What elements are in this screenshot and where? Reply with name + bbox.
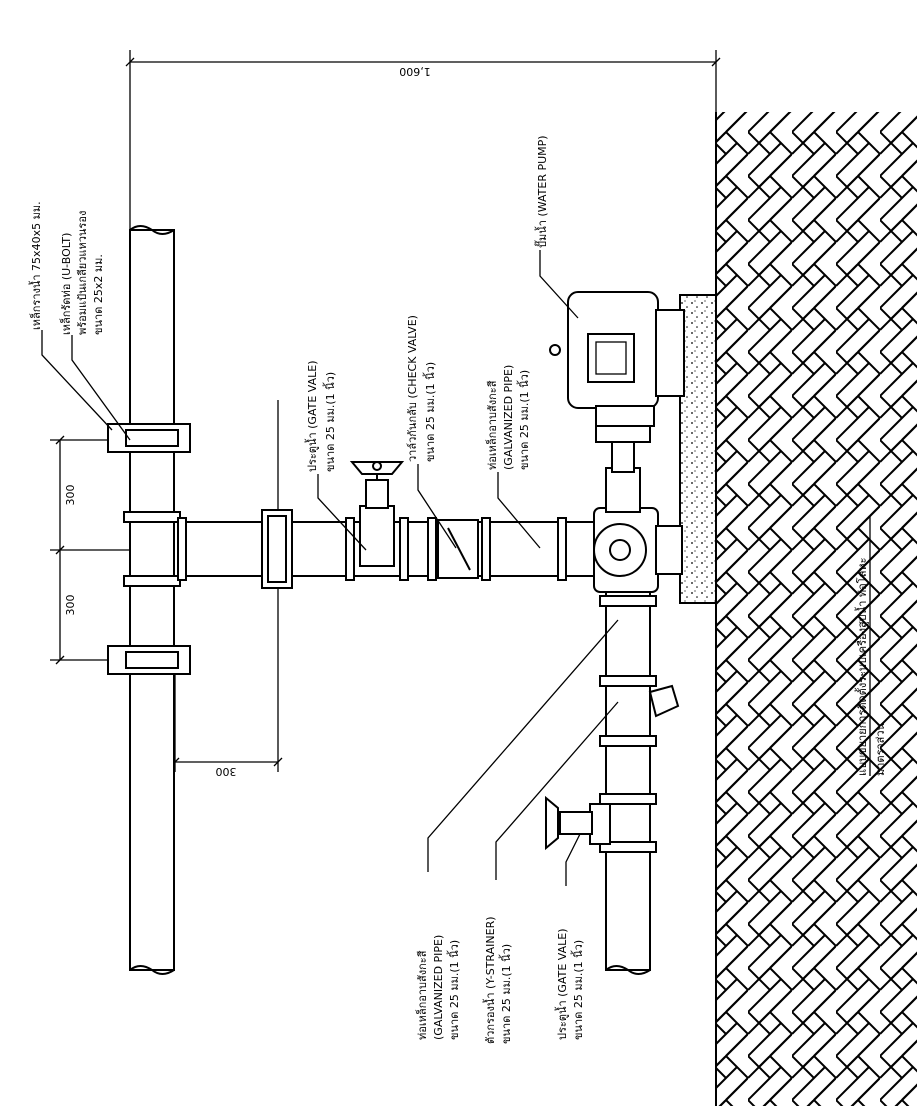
dim-upper-spacing: 300	[64, 485, 77, 506]
leader-galv-pipe-bottom	[427, 619, 619, 872]
label-galv-pipe-top: ท่อเหล็กอาบสังกะสี	[485, 380, 499, 470]
gate-valve-top-stem	[365, 479, 389, 509]
label-galv-pipe-bottom: ท่อเหล็กอาบสังกะสี	[415, 950, 429, 1040]
suction-ring-5	[599, 841, 657, 853]
label-gate-valve-bottom: ประตูน้ำ (GATE VALE)	[554, 928, 569, 1040]
drawing-title: แบบขยายการติดตั้งระบบเครื่องสูบน้ำ ท่อโล…	[854, 557, 869, 776]
motor-indicator	[549, 344, 561, 356]
leader-gate-valve-bottom	[565, 833, 581, 886]
label-gate-valve-top: ประตูน้ำ (GATE VALE)	[304, 360, 319, 472]
label-galv-pipe-top-en: (GALVANIZED PIPE)	[502, 365, 515, 470]
suction-pipe	[605, 591, 651, 971]
union-ring-3	[399, 517, 409, 581]
label-check-valve-size: ขนาด 25 มม.(1 นิ้ว)	[422, 362, 437, 462]
union-ring-4	[427, 517, 437, 581]
gate-valve-bottom-handwheel	[545, 795, 559, 851]
main-pipe	[129, 229, 175, 971]
union-ring-6	[557, 517, 567, 581]
label-steel-support: เหล็กรางน้ำ 75x40x5 มม.	[28, 201, 43, 330]
label-u-bolt-size: ขนาด 25x2 มม.	[92, 254, 105, 335]
dim-offset: 300	[216, 765, 237, 778]
union-ring-2	[345, 517, 355, 581]
label-gate-valve-top-size: ขนาด 25 มม.(1 นิ้ว)	[322, 372, 337, 472]
gate-valve-top-body	[359, 505, 395, 567]
suction-ring-3	[599, 735, 657, 747]
drawing-scale: มาตราส่วน	[874, 722, 887, 776]
dim-overall: 1,600	[399, 65, 431, 78]
leader-check-valve	[417, 464, 457, 549]
ground-hatch	[716, 112, 917, 1106]
label-strainer: ตัวกรองน้ำ (Y-STRAINER)	[482, 916, 497, 1044]
label-galv-pipe-top-size: ขนาด 25 มม.(1 นิ้ว)	[516, 370, 531, 470]
label-galv-pipe-bottom-size: ขนาด 25 มม.(1 นิ้ว)	[446, 940, 461, 1040]
tee-ring-upper	[123, 511, 181, 523]
label-u-bolt-note: พร้อมแป้นเกลียวแหวนรอง	[76, 211, 89, 335]
union-ring-5	[481, 517, 491, 581]
label-check-valve: วาล์วกันกลับ (CHECK VALVE)	[406, 315, 419, 462]
label-water-pump: ปั๊มน้ำ (WATER PUMP)	[534, 135, 549, 248]
label-gate-valve-bottom-size: ขนาด 25 มม.(1 นิ้ว)	[570, 940, 585, 1040]
leader-gate-valve-top	[317, 474, 367, 551]
suction-ring-4	[599, 793, 657, 805]
union-ring-1	[177, 517, 187, 581]
leader-strainer	[495, 701, 619, 880]
y-strainer	[648, 684, 680, 718]
suction-ring-2	[599, 675, 657, 687]
suction-ring-1	[599, 595, 657, 607]
motor-terminal-box	[587, 333, 635, 383]
leader-galv-pipe-top	[497, 472, 541, 549]
leader-water-pump	[539, 250, 579, 319]
pump-coupling	[605, 467, 641, 513]
concrete-base	[679, 294, 717, 604]
label-strainer-size: ขนาด 25 มม.(1 นิ้ว)	[498, 944, 513, 1044]
leader-u-bolt	[71, 335, 131, 441]
label-galv-pipe-bottom-en: (GALVANIZED PIPE)	[432, 935, 445, 1040]
leader-steel-support	[41, 330, 113, 431]
gate-valve-bottom-stem	[559, 811, 593, 835]
tee-ring-lower	[123, 575, 181, 587]
label-u-bolt: เหล็กรัดท่อ (U-BOLT)	[59, 233, 73, 335]
dim-lower-spacing: 300	[64, 595, 77, 616]
